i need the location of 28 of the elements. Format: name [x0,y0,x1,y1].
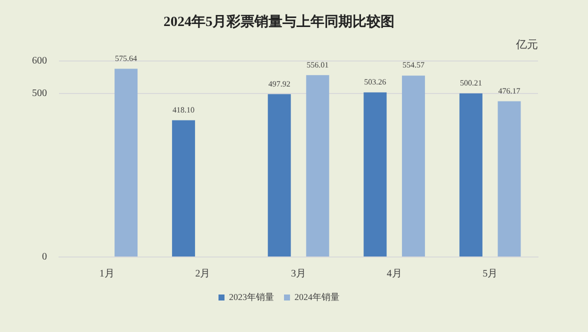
chart-title: 2024年5月彩票销量与上年同期比较图 [164,14,394,30]
data-label: 554.57 [402,60,424,70]
bar [172,120,196,256]
legend-label: 2023年销量 [229,292,274,302]
bar [459,93,482,256]
y-tick-label: 500 [32,88,47,100]
data-label: 503.26 [364,78,386,87]
data-label: 575.64 [115,54,138,63]
y-axis-title: 亿元 [515,39,538,52]
data-label: 418.10 [172,105,195,114]
data-label: 497.92 [268,79,290,88]
x-tick-label: 2月 [195,268,210,280]
bar [306,75,330,256]
x-tick-label: 3月 [291,268,306,280]
bar [268,94,291,256]
y-tick-label: 600 [32,55,47,66]
legend-label: 2024年销量 [294,292,340,302]
x-tick-label: 1月 [99,268,114,280]
bar [114,68,138,256]
x-tick-label: 4月 [386,268,402,280]
data-label: 556.01 [306,60,329,70]
data-label: 476.17 [498,86,520,96]
bar [402,76,425,256]
bar [498,101,521,256]
data-label: 500.21 [460,78,482,88]
bar [364,92,387,256]
x-tick-label: 5月 [482,268,498,280]
y-tick-label: 0 [42,252,47,263]
